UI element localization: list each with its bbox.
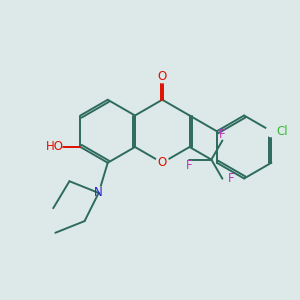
Text: O: O (158, 70, 167, 83)
Circle shape (156, 70, 169, 83)
Text: HO: HO (46, 140, 64, 154)
Circle shape (93, 187, 105, 199)
Circle shape (266, 126, 277, 136)
Text: F: F (228, 172, 234, 185)
Text: Cl: Cl (276, 125, 287, 138)
Circle shape (156, 156, 169, 169)
Text: F: F (186, 159, 193, 172)
Text: F: F (219, 128, 226, 141)
Text: N: N (94, 186, 103, 200)
Circle shape (49, 140, 62, 154)
Text: O: O (158, 156, 167, 169)
